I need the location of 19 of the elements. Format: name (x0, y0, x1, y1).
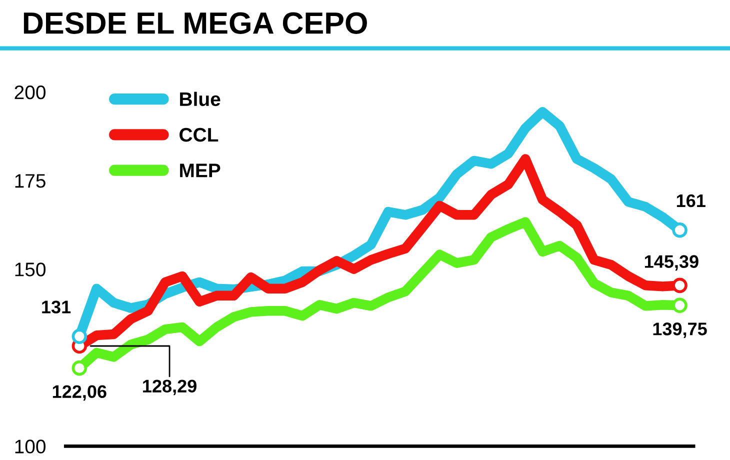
point (72, 328, 88, 344)
point (672, 278, 688, 294)
data-label: 139,75 (653, 322, 707, 338)
legend-label: MEP (180, 164, 220, 178)
y-tick-label: 150 (15, 262, 46, 276)
data-label: 128,29 (143, 380, 196, 396)
data-label: 145,39 (644, 255, 698, 271)
y-tick-label: 200 (14, 85, 46, 100)
y-tick-label: 100 (15, 440, 46, 454)
data-label: 122,06 (52, 385, 106, 401)
y-tick-label: 175 (15, 174, 46, 188)
point (672, 298, 688, 314)
legend-label: CCL (180, 128, 218, 142)
data-label: 161 (676, 194, 706, 208)
chart-title: DESDE EL MEGA CEPO (24, 12, 367, 34)
point (672, 222, 688, 238)
legend-label: Blue (180, 92, 220, 106)
point (72, 360, 88, 376)
data-label: 131 (42, 300, 71, 314)
